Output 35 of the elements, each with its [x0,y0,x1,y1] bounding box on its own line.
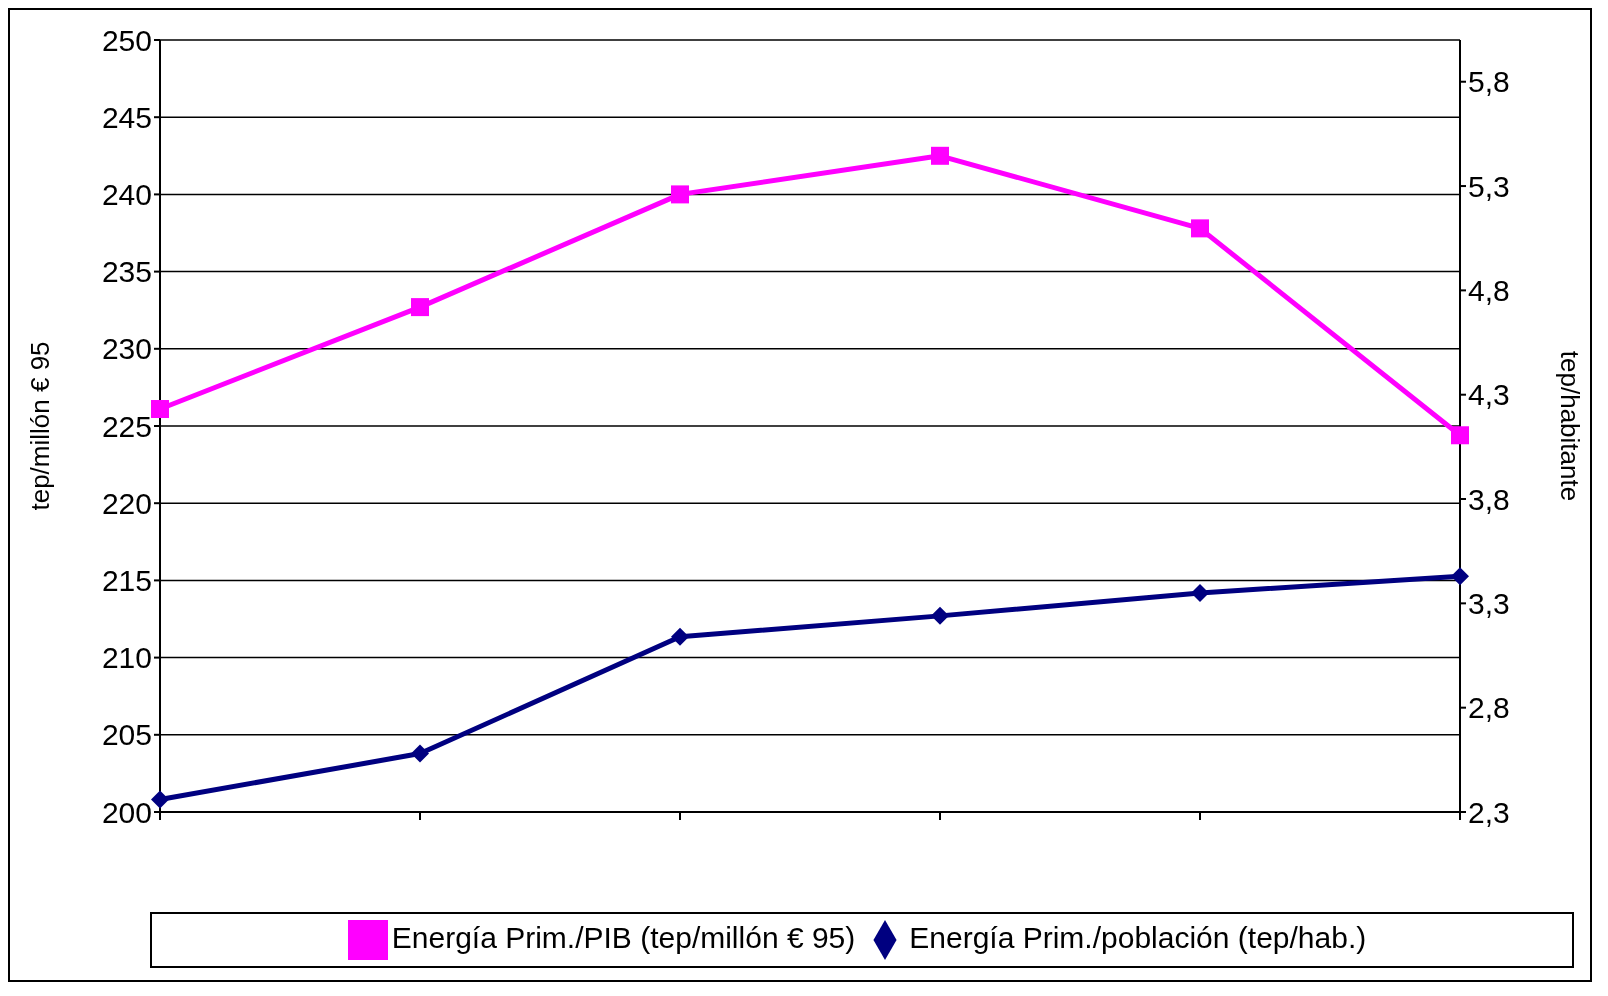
point [931,606,949,625]
point [1191,219,1209,238]
y-tick-label: 245 [101,100,152,134]
y2-axis-title: tep/habitante [1554,350,1585,502]
y2-tick-label: 2,8 [1468,691,1510,725]
y2-tick-label: 4,3 [1468,378,1510,412]
y-tick-label: 225 [101,409,152,443]
y-tick-label: 200 [101,795,152,829]
y-axis-title: tep/millón € 95 [25,341,56,511]
y-tick-label: 250 [101,23,152,57]
y2-tick-label: 2,3 [1468,795,1510,829]
y-tick-label: 215 [101,564,152,598]
point [411,744,429,763]
y-tick-label: 240 [101,178,152,212]
point [1451,426,1469,445]
y-tick-label: 210 [101,641,152,675]
y2-tick-label: 3,8 [1468,482,1510,516]
y2-tick-label: 4,8 [1468,274,1510,308]
y2-tick-label: 3,3 [1468,587,1510,620]
y2-tick-label: 5,3 [1468,169,1510,203]
point [151,790,169,809]
legend-label: Energía Prim./población (tep/hab.) [909,920,1367,954]
legend-label: Energía Prim./PIB (tep/millón € 95) [391,920,856,954]
point [671,185,689,204]
y-tick-label: 220 [101,486,152,520]
point [931,146,949,165]
y-tick-label: 230 [101,332,152,366]
point [671,627,689,646]
y-tick-label: 235 [101,255,152,289]
point [151,400,169,419]
point [1191,583,1209,602]
y2-tick-label: 5,8 [1468,65,1510,99]
point [411,298,429,317]
point [1451,567,1469,586]
y-tick-label: 205 [101,718,152,752]
